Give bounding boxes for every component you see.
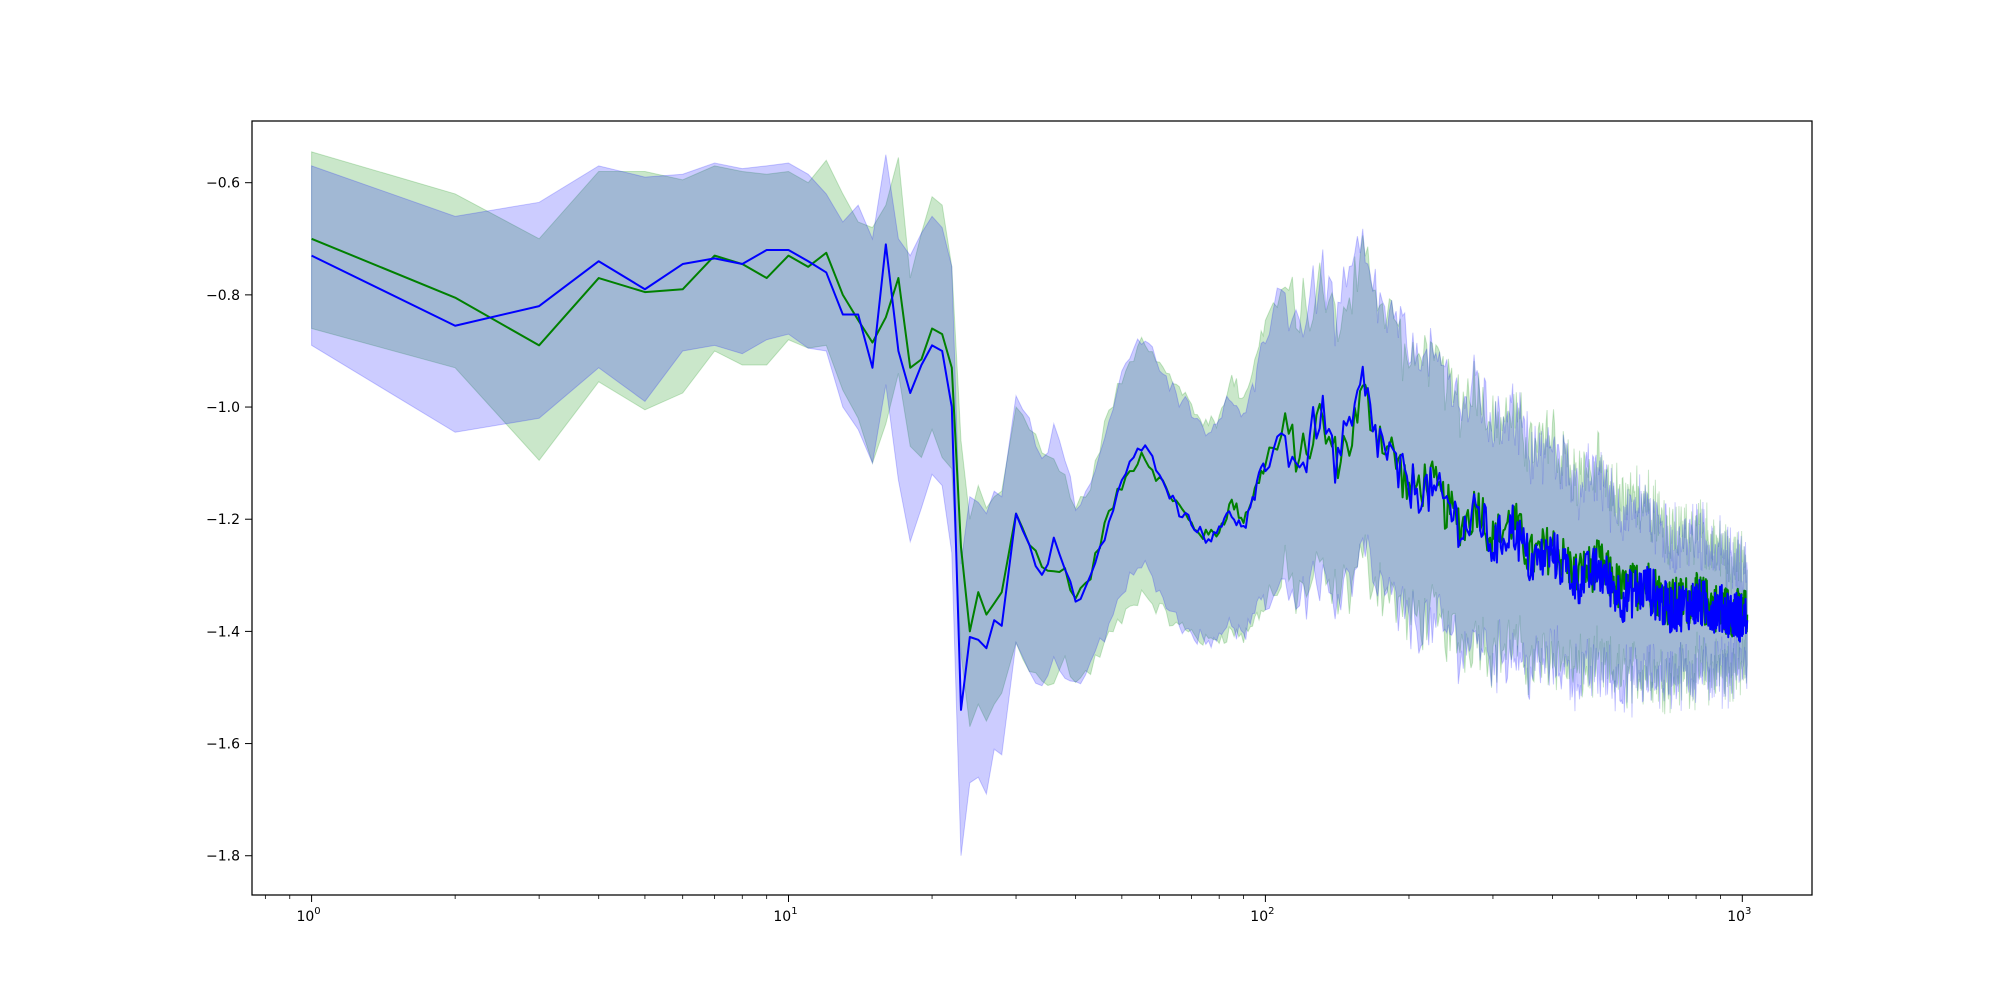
plot-frame xyxy=(251,120,1813,896)
confidence-bands xyxy=(311,151,1748,856)
confidence-band-series-2 xyxy=(311,154,1748,856)
y-axis: −0.6 −0.8 −1.0 −1.2 −1.4 −1.6 −1.8 xyxy=(206,176,252,865)
y-tick-label: −1.2 xyxy=(206,512,240,528)
y-tick-label: −1.4 xyxy=(206,624,240,640)
y-tick-label: −0.6 xyxy=(206,176,240,192)
x-tick-label: 103 xyxy=(1727,906,1751,925)
y-tick-label: −1.0 xyxy=(206,400,240,416)
y-tick-label: −0.8 xyxy=(206,288,240,304)
y-tick-label: −1.6 xyxy=(206,737,240,753)
x-tick-label: 100 xyxy=(296,906,320,925)
mean-line-series-2 xyxy=(311,243,1749,711)
x-tick-label: 101 xyxy=(773,906,797,925)
y-tick-label: −1.8 xyxy=(206,849,240,865)
confidence-band-series-1 xyxy=(311,151,1748,727)
x-tick-label: 102 xyxy=(1250,906,1274,925)
mean-lines xyxy=(311,237,1749,711)
x-axis: 100 101 102 103 xyxy=(264,895,1751,925)
